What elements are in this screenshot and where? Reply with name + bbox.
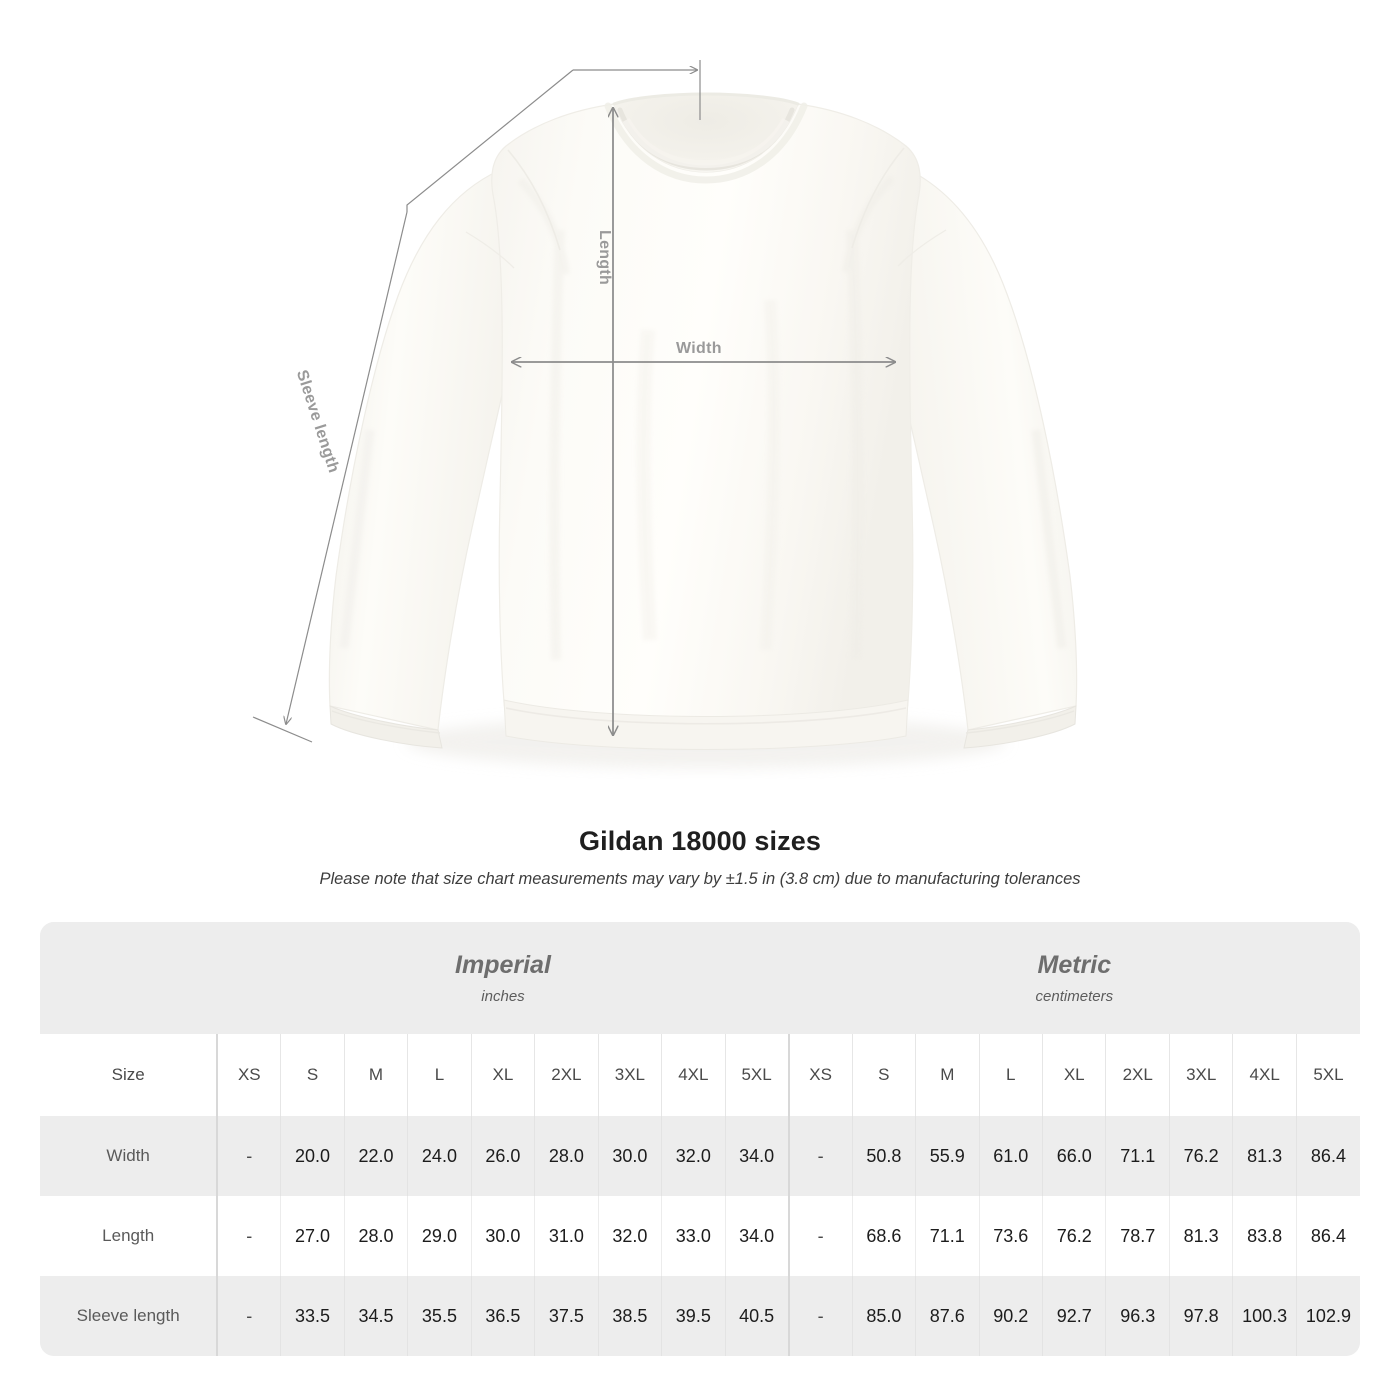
cell-width-imperial-s: 20.0 [280,1116,345,1196]
cell-width-imperial-xs: - [216,1116,281,1196]
column-header-size: Size [40,1034,218,1116]
size-chart-tolerance-note: Please note that size chart measurements… [319,870,1081,888]
table-row: Length - 27.0 28.0 29.0 30.0 31.0 32.0 3… [40,1196,1360,1276]
size-header-metric-m: M [915,1034,980,1116]
cell-sleeve-metric-xl: 92.7 [1042,1276,1106,1356]
cell-width-metric-l: 61.0 [978,1116,1043,1196]
size-chart-table: Imperial inches Metric centimeters Size … [40,922,1360,1356]
size-header-metric-xl: XL [1042,1034,1106,1116]
size-header-metric-2xl: 2XL [1105,1034,1170,1116]
size-header-metric-l: L [978,1034,1043,1116]
size-header-metric-xs: XS [787,1034,853,1116]
cell-width-metric-4xl: 81.3 [1232,1116,1297,1196]
cell-width-metric-3xl: 76.2 [1168,1116,1233,1196]
cell-length-metric-l: 73.6 [978,1196,1043,1276]
size-header-imperial-l: L [407,1034,472,1116]
cell-sleeve-imperial-2xl: 37.5 [534,1276,599,1356]
cell-sleeve-metric-s: 85.0 [851,1276,916,1356]
cell-sleeve-metric-5xl: 102.9 [1295,1276,1360,1356]
unit-sub-imperial: inches [481,988,525,1006]
size-header-imperial-xl: XL [470,1034,535,1116]
cell-length-imperial-2xl: 31.0 [534,1196,599,1276]
cell-length-metric-4xl: 83.8 [1232,1196,1297,1276]
cell-length-metric-5xl: 86.4 [1295,1196,1360,1276]
size-header-metric-5xl: 5XL [1295,1034,1360,1116]
size-header-imperial-s: S [280,1034,345,1116]
cell-length-metric-m: 71.1 [915,1196,980,1276]
row-label-width: Width [40,1116,218,1196]
cell-width-metric-xl: 66.0 [1042,1116,1106,1196]
cell-sleeve-imperial-4xl: 39.5 [661,1276,726,1356]
table-row: Sleeve length - 33.5 34.5 35.5 36.5 37.5… [40,1276,1360,1356]
sweatshirt-illustration [328,92,1078,768]
size-header-imperial-5xl: 5XL [724,1034,789,1116]
cell-length-imperial-5xl: 34.0 [724,1196,789,1276]
cell-length-imperial-xl: 30.0 [470,1196,535,1276]
size-header-metric-3xl: 3XL [1168,1034,1233,1116]
cell-sleeve-metric-2xl: 96.3 [1105,1276,1170,1356]
size-header-imperial-3xl: 3XL [597,1034,662,1116]
cell-length-metric-xs: - [787,1196,853,1276]
cell-width-metric-5xl: 86.4 [1295,1116,1360,1196]
cell-length-imperial-3xl: 32.0 [597,1196,662,1276]
cell-width-metric-xs: - [787,1116,853,1196]
cell-sleeve-imperial-xs: - [216,1276,281,1356]
cell-width-metric-m: 55.9 [915,1116,980,1196]
cell-length-metric-s: 68.6 [851,1196,916,1276]
width-measure-label: Width [676,340,722,357]
unit-banner-spacer [40,922,218,1034]
cell-sleeve-imperial-m: 34.5 [343,1276,408,1356]
cell-length-imperial-4xl: 33.0 [661,1196,726,1276]
cell-sleeve-metric-3xl: 97.8 [1168,1276,1233,1356]
cell-length-metric-3xl: 81.3 [1168,1196,1233,1276]
cell-width-metric-2xl: 71.1 [1105,1116,1170,1196]
size-header-imperial-xs: XS [216,1034,281,1116]
size-header-row: Size XS S M L XL 2XL 3XL 4XL 5XL XS S M … [40,1034,1360,1116]
size-chart-title: Gildan 18000 sizes [579,826,821,856]
size-chart-table-wrapper: Imperial inches Metric centimeters Size … [40,922,1360,1356]
cell-length-imperial-xs: - [216,1196,281,1276]
cell-width-imperial-4xl: 32.0 [661,1116,726,1196]
length-measure-label: Length [596,230,613,286]
unit-banner-row: Imperial inches Metric centimeters [40,922,1360,1034]
cell-length-metric-xl: 76.2 [1042,1196,1106,1276]
unit-name-imperial: Imperial [455,950,551,979]
cell-width-imperial-m: 22.0 [343,1116,408,1196]
row-label-length: Length [40,1196,218,1276]
product-image-panel: Length Width Sleeve length [252,60,1400,768]
row-label-sleeve-length: Sleeve length [40,1276,218,1356]
unit-name-metric: Metric [1037,950,1112,979]
unit-banner-imperial: Imperial inches [217,922,789,1034]
cell-sleeve-metric-m: 87.6 [915,1276,980,1356]
cell-sleeve-imperial-5xl: 40.5 [724,1276,789,1356]
sleeve-length-measure [252,70,697,743]
cell-length-imperial-m: 28.0 [343,1196,408,1276]
cell-width-imperial-3xl: 30.0 [597,1116,662,1196]
table-row: Width - 20.0 22.0 24.0 26.0 28.0 30.0 32… [40,1116,1360,1196]
size-header-imperial-2xl: 2XL [534,1034,599,1116]
cell-length-imperial-l: 29.0 [407,1196,472,1276]
cell-length-metric-2xl: 78.7 [1105,1196,1170,1276]
cell-sleeve-imperial-xl: 36.5 [470,1276,535,1356]
unit-sub-metric: centimeters [1035,988,1114,1006]
cell-width-imperial-2xl: 28.0 [534,1116,599,1196]
size-header-imperial-4xl: 4XL [661,1034,726,1116]
measurement-overlay [252,60,1400,743]
cell-sleeve-metric-l: 90.2 [978,1276,1043,1356]
cell-width-imperial-5xl: 34.0 [724,1116,789,1196]
cell-length-imperial-s: 27.0 [280,1196,345,1276]
cell-sleeve-metric-4xl: 100.3 [1232,1276,1297,1356]
size-header-metric-s: S [851,1034,916,1116]
cell-width-imperial-l: 24.0 [407,1116,472,1196]
unit-banner-metric: Metric centimeters [788,922,1360,1034]
cell-sleeve-imperial-3xl: 38.5 [597,1276,662,1356]
cell-width-metric-s: 50.8 [851,1116,916,1196]
size-header-metric-4xl: 4XL [1232,1034,1297,1116]
cell-sleeve-imperial-l: 35.5 [407,1276,472,1356]
cell-sleeve-metric-xs: - [787,1276,853,1356]
size-header-imperial-m: M [343,1034,408,1116]
cell-width-imperial-xl: 26.0 [470,1116,535,1196]
cell-sleeve-imperial-s: 33.5 [280,1276,345,1356]
